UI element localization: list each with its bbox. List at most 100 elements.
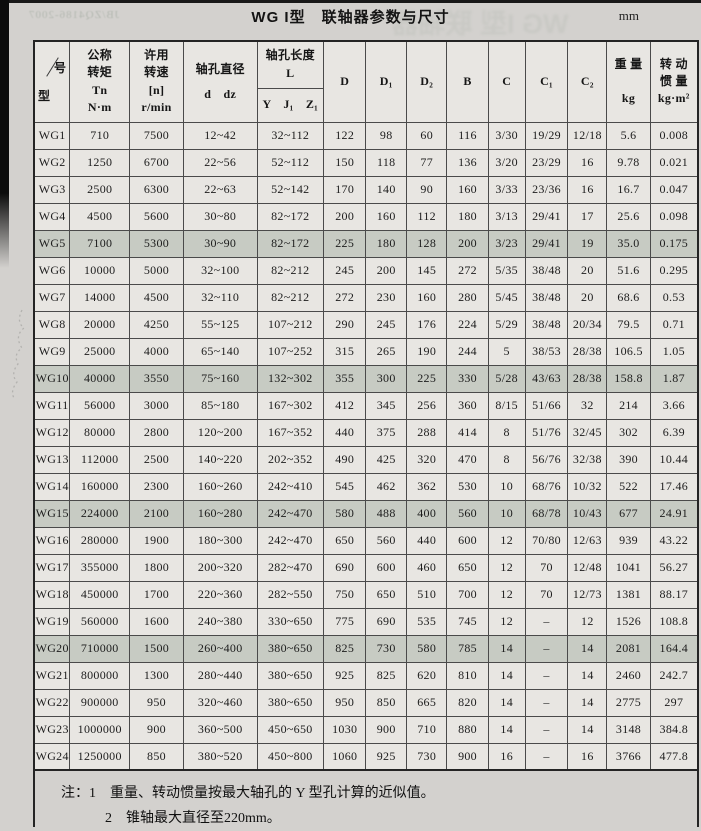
value-cell: 1700	[129, 580, 184, 609]
value-cell: 1900	[129, 526, 184, 555]
value-cell: 1800	[129, 553, 184, 582]
value-cell: 522	[606, 472, 651, 501]
value-cell: 12/63	[567, 526, 608, 555]
model-cell: WG11	[33, 391, 71, 420]
value-cell: 330	[446, 364, 489, 393]
value-cell: 122	[322, 121, 367, 150]
table-row: WG20 710000 1500 260~400 380~650 825 730 580 785…	[33, 634, 699, 663]
value-cell: 8	[487, 418, 526, 447]
value-cell: 160	[405, 283, 448, 312]
value-cell: 384.8	[649, 715, 699, 744]
value-cell: 300	[365, 364, 407, 393]
value-cell: 12/73	[567, 580, 608, 609]
header-D: D	[322, 40, 367, 123]
table-row: WG7 14000 4500 32~110 82~212 272 230 160 280 5/45…	[33, 283, 699, 312]
value-cell: 1030	[322, 715, 367, 744]
value-cell: 98	[365, 121, 407, 150]
value-cell: –	[524, 634, 569, 663]
value-cell: 362	[405, 472, 448, 501]
value-cell: 68.6	[606, 283, 651, 312]
value-cell: 35.0	[606, 229, 651, 258]
value-cell: 80000	[69, 418, 131, 447]
value-cell: 160~280	[182, 499, 258, 528]
value-cell: 700	[446, 580, 489, 609]
value-cell: 4250	[129, 310, 184, 339]
notes-section: 注：1 重量、转动惯量按最大轴孔的 Y 型孔计算的近似值。 2 锥轴最大直径至2…	[33, 771, 699, 827]
value-cell: 297	[649, 688, 699, 717]
table-row: WG23 1000000 900 360~500 450~650 1030 900 710 88…	[33, 715, 699, 744]
value-cell: 900	[446, 742, 489, 771]
value-cell: 320~460	[182, 688, 258, 717]
value-cell: 200	[365, 256, 407, 285]
value-cell: 29/41	[524, 229, 569, 258]
value-cell: 82~212	[256, 283, 324, 312]
value-cell: 7500	[129, 121, 184, 150]
value-cell: 462	[365, 472, 407, 501]
header-inertia: 转 动 惯 量 kg·m²	[649, 40, 699, 123]
scan-edge-left-artifact	[0, 0, 9, 268]
table-row: WG21 800000 1300 280~440 380~650 925 825 620 810…	[33, 661, 699, 690]
value-cell: 380~650	[256, 634, 324, 663]
value-cell: 10.44	[649, 445, 699, 474]
value-cell: 3/30	[487, 121, 526, 150]
value-cell: 5000	[129, 256, 184, 285]
value-cell: 17.46	[649, 472, 699, 501]
value-cell: 120~200	[182, 418, 258, 447]
value-cell: 3/23	[487, 229, 526, 258]
value-cell: 390	[606, 445, 651, 474]
value-cell: 375	[365, 418, 407, 447]
value-cell: 750	[322, 580, 367, 609]
value-cell: 88.17	[649, 580, 699, 609]
value-cell: 800000	[69, 661, 131, 690]
value-cell: 600	[446, 526, 489, 555]
model-cell: WG24	[33, 742, 71, 771]
table-row: WG2 1250 6700 22~56 52~112 150 118 77 136 3/20 23/…	[33, 148, 699, 177]
value-cell: 280000	[69, 526, 131, 555]
value-cell: 5/35	[487, 256, 526, 285]
value-cell: 730	[405, 742, 448, 771]
value-cell: 19	[567, 229, 608, 258]
value-cell: 412	[322, 391, 367, 420]
value-cell: 112	[405, 202, 448, 231]
value-cell: 14	[567, 688, 608, 717]
value-cell: 470	[446, 445, 489, 474]
value-cell: 52~112	[256, 148, 324, 177]
header-C1: C₁	[524, 40, 569, 123]
value-cell: 32/38	[567, 445, 608, 474]
value-cell: 56/76	[524, 445, 569, 474]
value-cell: 850	[365, 688, 407, 717]
model-cell: WG22	[33, 688, 71, 717]
value-cell: 488	[365, 499, 407, 528]
value-cell: 320	[405, 445, 448, 474]
value-cell: –	[524, 661, 569, 690]
value-cell: 265	[365, 337, 407, 366]
value-cell: 1.05	[649, 337, 699, 366]
value-cell: 0.295	[649, 256, 699, 285]
header-weight: 重 量 kg	[606, 40, 651, 123]
value-cell: 425	[365, 445, 407, 474]
value-cell: 38/48	[524, 310, 569, 339]
value-cell: 16.7	[606, 175, 651, 204]
note-label: 注：	[61, 786, 89, 801]
value-cell: 710000	[69, 634, 131, 663]
value-cell: 51.6	[606, 256, 651, 285]
value-cell: 360	[446, 391, 489, 420]
value-cell: 0.047	[649, 175, 699, 204]
table-row: WG17 355000 1800 200~320 282~470 690 600 460 650…	[33, 553, 699, 582]
value-cell: 315	[322, 337, 367, 366]
value-cell: 3550	[129, 364, 184, 393]
value-cell: 900	[129, 715, 184, 744]
value-cell: 85~180	[182, 391, 258, 420]
value-cell: 560000	[69, 607, 131, 636]
value-cell: 23/29	[524, 148, 569, 177]
value-cell: 43/63	[524, 364, 569, 393]
value-cell: 14	[487, 661, 526, 690]
value-cell: 302	[606, 418, 651, 447]
value-cell: 0.175	[649, 229, 699, 258]
value-cell: 14	[487, 688, 526, 717]
value-cell: 414	[446, 418, 489, 447]
table-row: WG19 560000 1600 240~380 330~650 775 690 535 745…	[33, 607, 699, 636]
model-cell: WG7	[33, 283, 71, 312]
model-cell: WG19	[33, 607, 71, 636]
value-cell: 5300	[129, 229, 184, 258]
